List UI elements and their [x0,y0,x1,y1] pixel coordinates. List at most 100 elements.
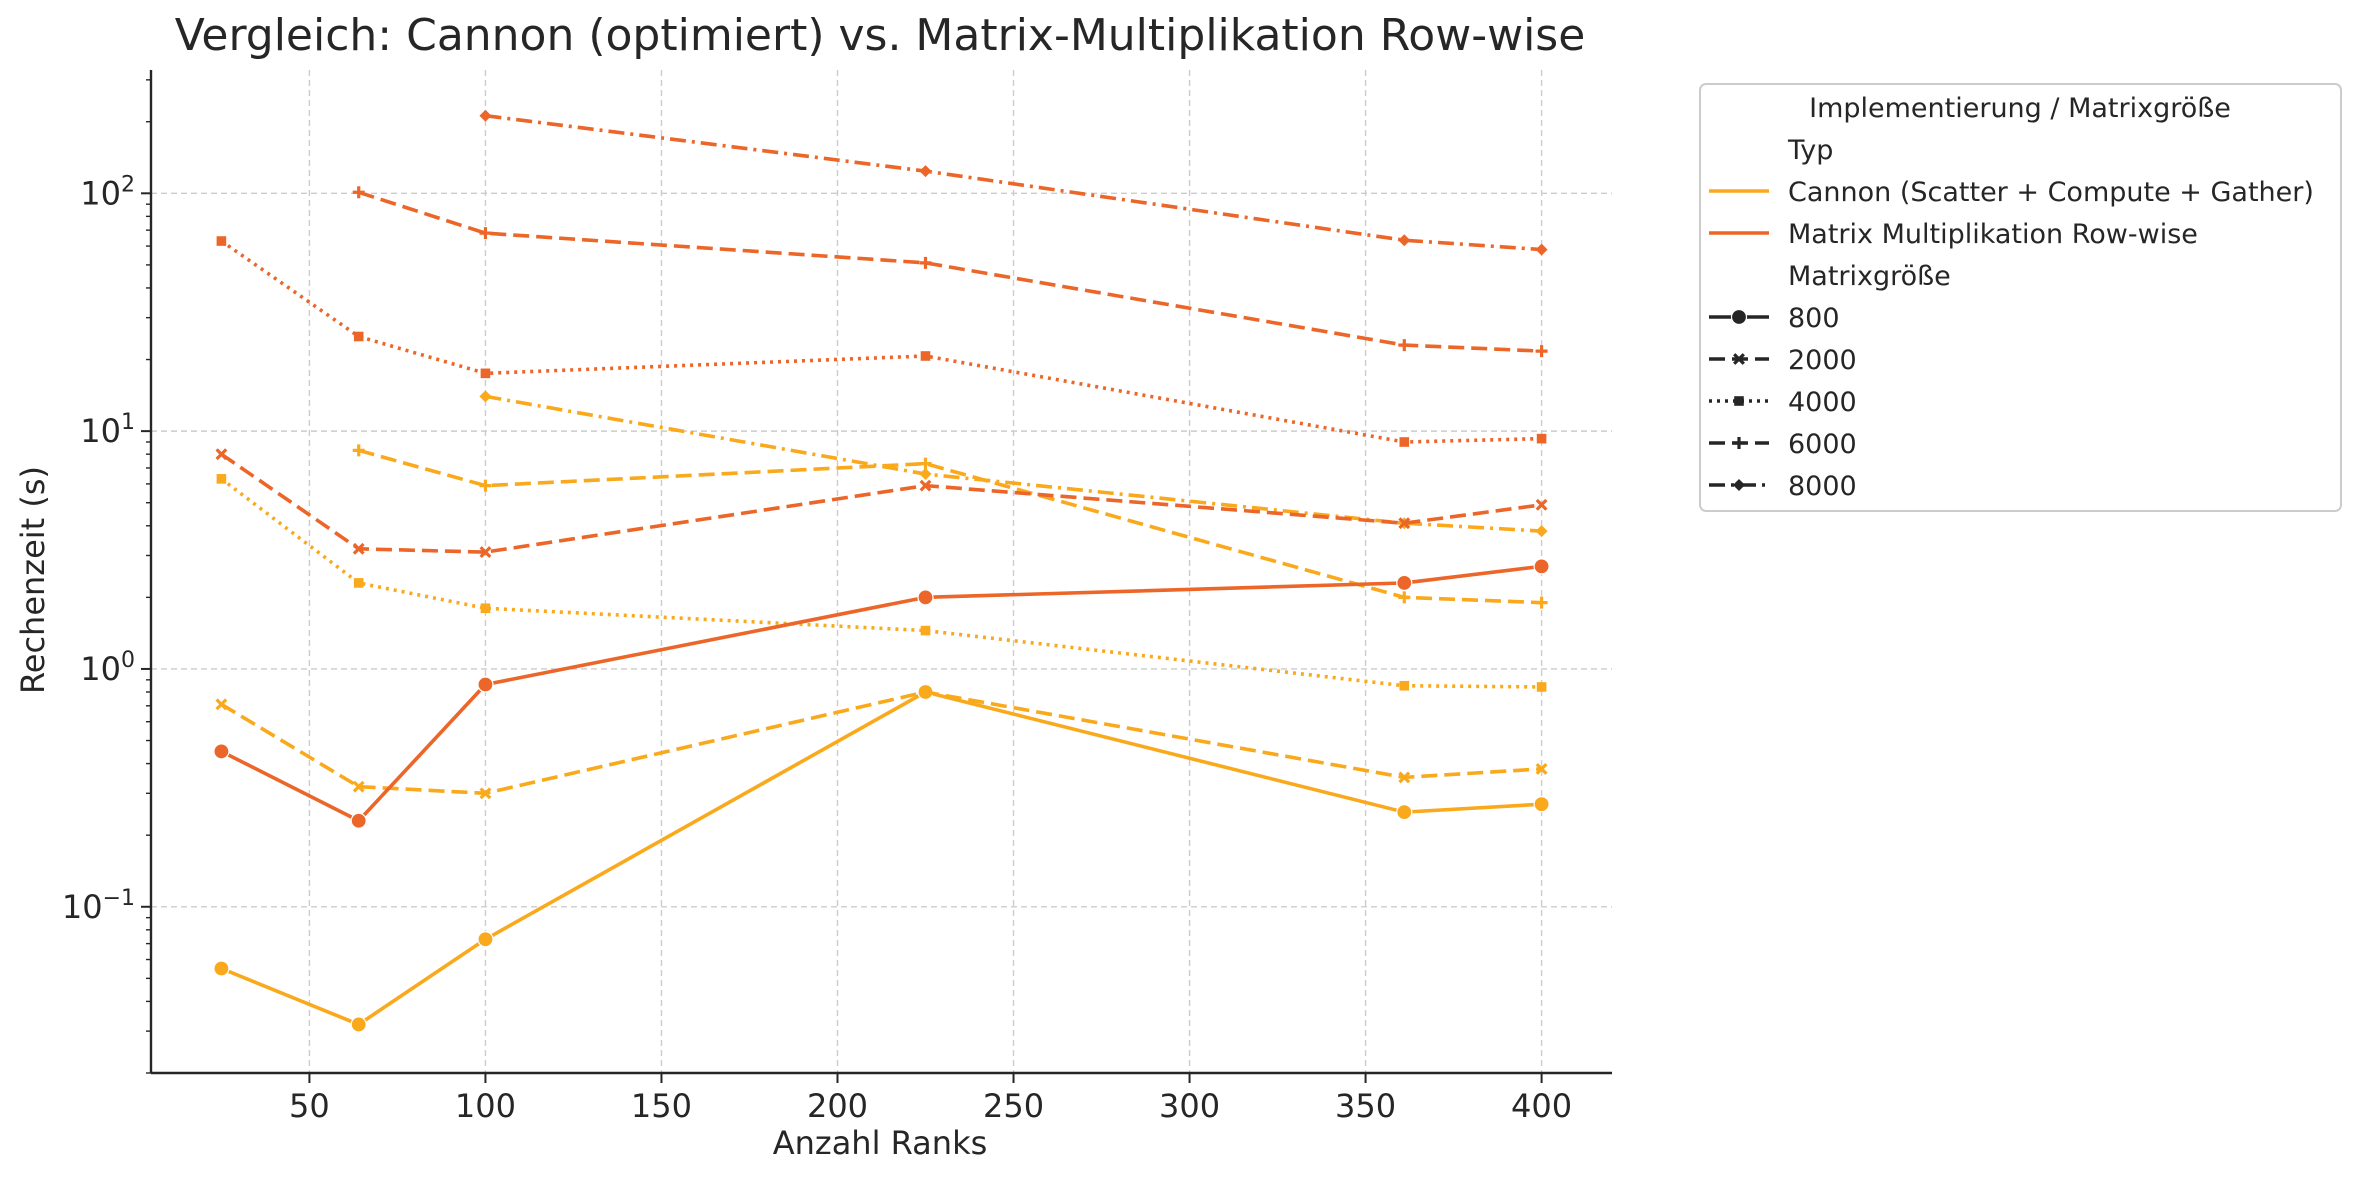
data-point [479,109,492,122]
x-tick-label: 150 [631,1087,692,1125]
legend-size-label: 8000 [1788,471,1857,502]
x-tick-label: 350 [1335,1087,1396,1125]
data-point [352,186,365,199]
data-point [1399,680,1410,691]
data-point [1536,433,1547,444]
data-point [919,468,932,481]
x-axis-label: Anzahl Ranks [773,1124,988,1162]
series-line [213,683,1550,1033]
data-point [1535,243,1548,256]
series-line [352,444,1548,609]
series-line [352,186,1548,358]
grid-layer [151,70,1612,1073]
series-path [358,190,1542,353]
axes-layer [149,70,1612,1075]
data-point [1535,525,1548,538]
legend-size-label: 800 [1788,303,1840,334]
legend-type-label: Matrix Multiplikation Row-wise [1788,219,2198,250]
data-point [1399,437,1410,447]
data-point [479,390,492,403]
series-path [358,448,1542,605]
legend-size-label: 4000 [1788,387,1857,418]
data-point [1535,762,1548,775]
x-tick-label: 400 [1511,1087,1572,1125]
x-tick-label: 50 [289,1087,330,1125]
data-point [352,780,365,793]
legend-size-label: 6000 [1788,429,1857,460]
data-point [917,589,934,606]
series-line [479,109,1548,256]
data-point [1533,796,1550,813]
data-point [477,931,494,948]
data-point [1733,437,1745,449]
data-point [215,698,228,711]
data-point [1398,771,1411,784]
series-line [216,236,1547,447]
x-tick-label: 100 [455,1087,516,1125]
data-point [480,603,491,614]
data-point [350,812,367,829]
data-point [1398,591,1411,604]
legend-group-size: Matrixgröße [1788,261,1951,292]
series-line [479,390,1548,538]
data-point [1535,596,1548,609]
series-path [220,452,1542,554]
legend-group-type: Typ [1787,135,1833,166]
data-point [1536,682,1547,692]
data-point [479,227,492,240]
data-point [352,444,365,457]
legend: Implementierung / Matrixgröße Typ Matrix… [1699,83,2342,512]
series-path [220,564,1542,823]
data-point [1730,308,1748,326]
data-point [479,479,492,492]
data-point [1398,517,1411,530]
series-path [220,239,1542,444]
data-point [216,236,227,246]
data-point [353,331,364,342]
data-point [1398,234,1411,247]
data-point [352,542,365,555]
series-path [485,394,1542,533]
series-path [220,690,1542,1027]
data-point [479,787,492,800]
legend-type-label: Cannon (Scatter + Compute + Gather) [1788,177,2314,208]
y-tick-label: 100 [80,648,135,688]
data-point [1396,804,1413,821]
legend-entries: Cannon (Scatter + Compute + Gather) Matri… [1709,177,2314,502]
series-path [220,477,1542,689]
data-point [213,743,230,760]
data-point [479,546,492,559]
series-line [215,448,1548,559]
data-point [1533,558,1550,575]
series-line [215,686,1548,800]
data-point [1733,353,1745,365]
data-point [1398,339,1411,352]
x-tick-label: 300 [1159,1087,1220,1125]
data-point [213,960,230,977]
series-path [220,690,1542,796]
x-tick-label: 200 [807,1087,868,1125]
series-line [213,558,1550,829]
data-point [919,686,932,698]
chart-title: Vergleich: Cannon (optimiert) vs. Matrix… [175,10,1586,61]
data-point [477,676,494,693]
legend-frame [1699,83,2342,512]
data-point [919,256,932,269]
ticks-layer: 50 100 150 200 250 300 350 400 10−1 100 101 102 [62,79,1572,1125]
data-point [919,457,932,470]
data-point [480,368,491,379]
data-point [920,351,931,361]
data-point [919,165,932,178]
data-point [1396,574,1413,592]
data-point [215,448,228,461]
series-path [485,113,1542,252]
data-point [353,578,364,588]
y-axis-label: Rechenzeit (s) [14,466,52,694]
legend-title: Implementierung / Matrixgröße [1809,93,2231,124]
series-line [216,474,1547,692]
y-tick-label: 10−1 [62,886,135,926]
x-tick-label: 250 [983,1087,1044,1125]
data-point [350,1016,367,1033]
data-point [1535,498,1548,511]
